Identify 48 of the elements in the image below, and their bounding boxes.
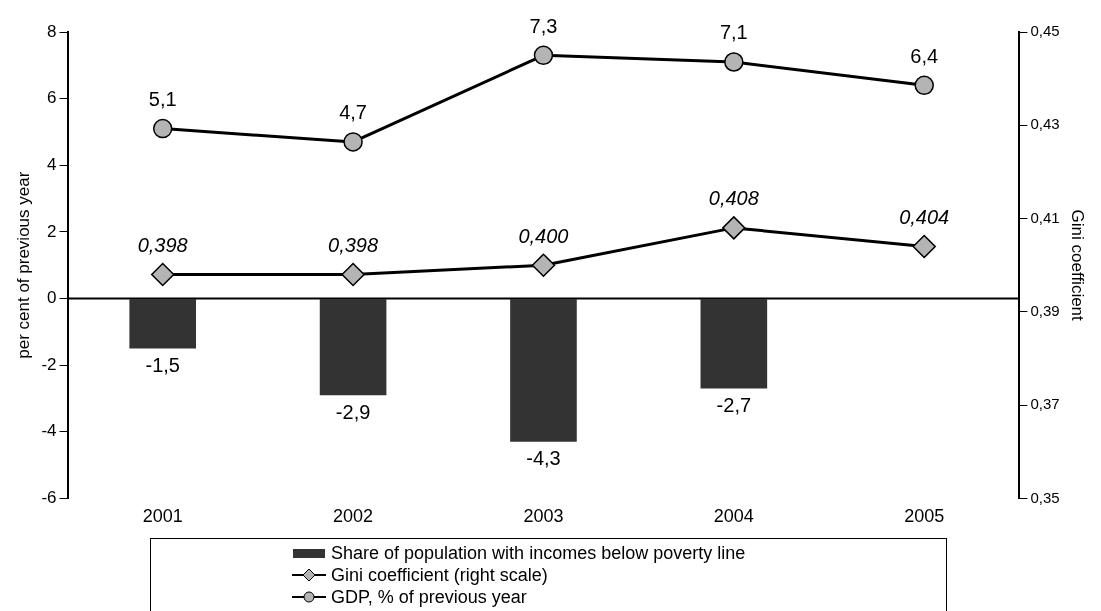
y-tick-label: 8 [47,21,57,41]
y2-tick-label: 0,41 [1030,208,1060,226]
point [152,118,173,139]
x-tick-label: 2002 [333,506,374,527]
y-tick-label: -6 [41,488,57,508]
point [533,45,554,66]
x-tick-label: 2001 [142,506,183,527]
point [531,253,556,277]
y-tick-label: -4 [41,421,57,441]
legend-label: Gini coefficient (right scale) [331,564,548,586]
point [912,234,936,259]
y2-tick-label: 0,37 [1030,395,1060,413]
data-label: -4,3 [526,447,561,470]
y-tick-label: 2 [47,221,57,241]
y2-tick-label: 0,45 [1030,22,1060,40]
data-label: 4,7 [339,101,367,124]
y2-tick-label: 0,35 [1030,488,1060,506]
data-label: -2,7 [716,393,752,416]
x-tick-label: 2005 [904,506,945,527]
y2-tick-label: 0,43 [1030,115,1060,133]
data-label: 7,1 [719,21,748,44]
point [341,262,365,287]
data-label: 0,398 [137,234,188,257]
y-axis-title: per cent of previous year [13,171,33,359]
data-label: 7,3 [529,14,558,37]
data-label: 0,398 [328,234,379,257]
data-label: 0,400 [518,224,569,247]
point [150,262,175,287]
y2-tick-label: 0,39 [1030,301,1060,319]
x-tick-label: 2003 [523,506,564,527]
point [343,132,363,152]
point [724,52,744,72]
legend-label: GDP, % of previous year [331,586,527,608]
data-label: 6,4 [910,44,939,67]
y-tick-label: -2 [41,354,57,374]
legend-label: Share of population with incomes below poverty line [331,542,746,564]
point [722,216,746,240]
point [914,75,934,96]
y-tick-label: 0 [47,288,57,308]
data-label: 0,404 [899,206,950,229]
data-label: 5,1 [148,88,177,111]
x-tick-label: 2004 [713,506,754,527]
y-tick-label: 6 [47,88,57,108]
data-label: 0,408 [708,187,759,210]
y-tick-label: 4 [47,154,57,174]
y2-axis-title: Gini coefficient [1068,209,1088,322]
data-label: -1,5 [145,354,180,376]
data-label: -2,9 [335,400,371,423]
